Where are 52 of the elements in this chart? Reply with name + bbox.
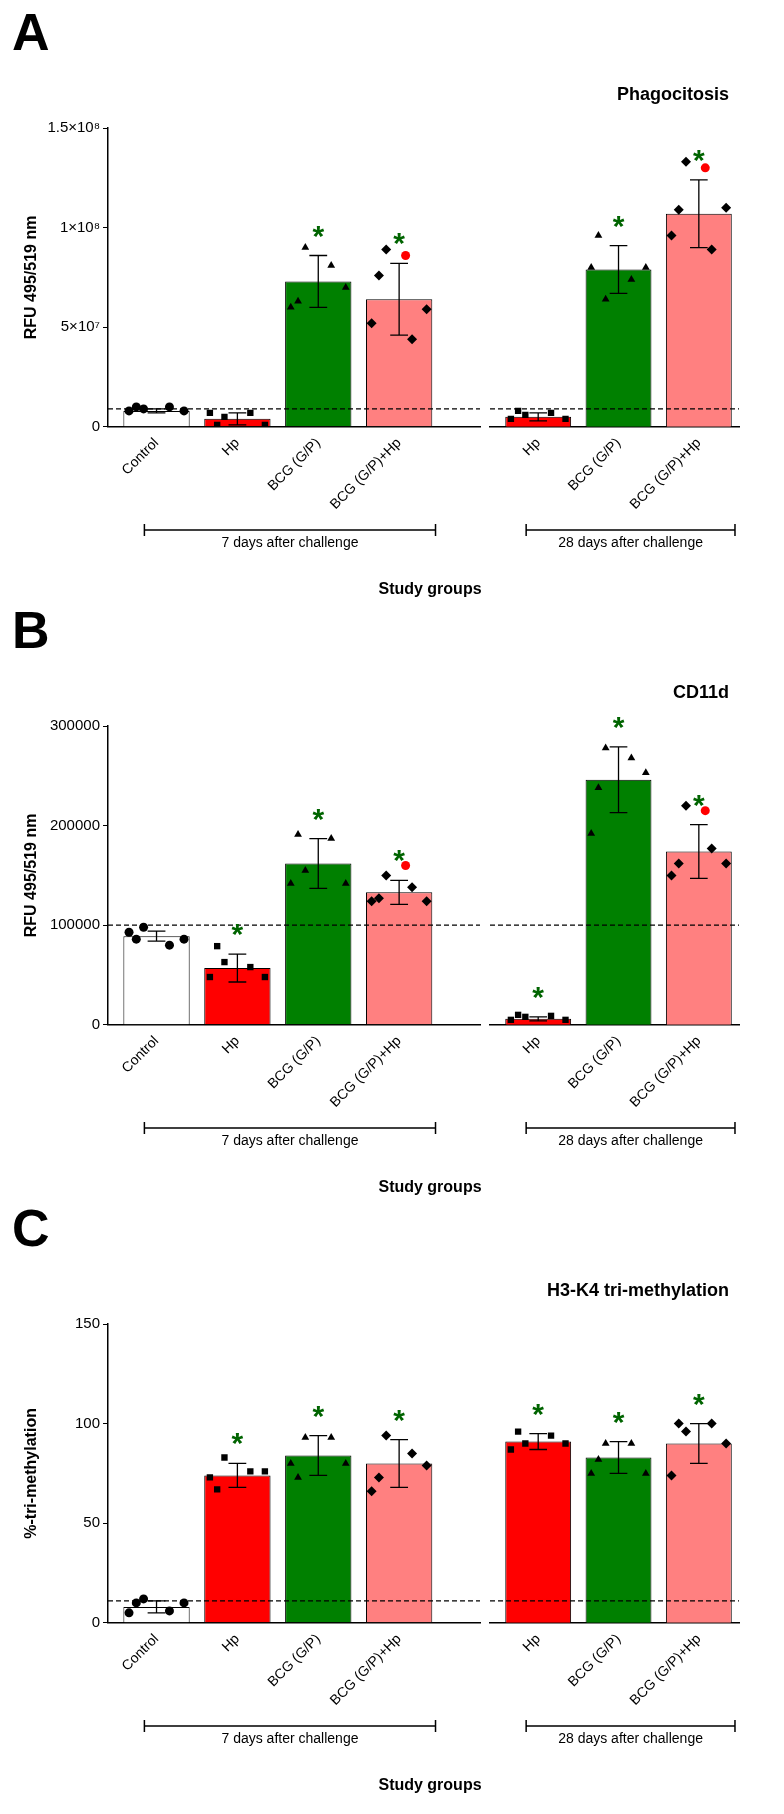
y-tick-label: 1×10⁸ bbox=[59, 217, 100, 235]
y-axis-title: RFU 495/519 nm bbox=[22, 813, 40, 938]
data-label: * bbox=[312, 801, 325, 835]
y-tick-label: 150 bbox=[74, 1314, 100, 1332]
y-tick-label: 100000 bbox=[49, 915, 100, 933]
text: 28 days after challenge bbox=[558, 533, 704, 550]
x-axis-title: Study groups bbox=[378, 1776, 482, 1794]
y-tick-label: 50 bbox=[83, 1513, 100, 1531]
data-label: * bbox=[312, 218, 325, 252]
data-label: * bbox=[393, 226, 406, 260]
text: B bbox=[12, 601, 50, 660]
y-axis-title: %-tri-methylation bbox=[22, 1408, 40, 1539]
data-label: * bbox=[612, 208, 625, 242]
y-tick-label: 200000 bbox=[49, 815, 100, 833]
data-label: * bbox=[692, 787, 705, 821]
text: 7 days after challenge bbox=[221, 1729, 359, 1746]
y-tick-label: 300000 bbox=[49, 716, 100, 734]
x-axis-title: Study groups bbox=[378, 580, 482, 598]
y-tick-label: 5×10⁷ bbox=[60, 317, 100, 335]
y-tick-label: 0 bbox=[91, 1612, 100, 1630]
y-tick-label: 100 bbox=[74, 1413, 100, 1431]
data-label: * bbox=[393, 843, 406, 877]
y-axis-title: RFU 495/519 nm bbox=[22, 215, 40, 340]
data-label: * bbox=[231, 917, 244, 951]
x-tick-label: Hp bbox=[218, 434, 243, 459]
data-label: * bbox=[532, 1396, 545, 1430]
data-label: * bbox=[612, 1404, 625, 1438]
x-tick-label: Hp bbox=[218, 1032, 243, 1057]
data-label: * bbox=[612, 709, 625, 743]
data-label: * bbox=[231, 1426, 244, 1460]
chart-title: H3-K4 tri-methylation bbox=[546, 1280, 729, 1300]
y-tick-label: 0 bbox=[91, 416, 100, 434]
x-tick-label: Hp bbox=[519, 1032, 544, 1057]
data-label: * bbox=[393, 1402, 406, 1436]
x-tick-label: Hp bbox=[218, 1630, 243, 1655]
text: A bbox=[12, 3, 50, 62]
text: C bbox=[12, 1199, 50, 1258]
text: 7 days after challenge bbox=[221, 1131, 359, 1148]
chart-title: CD11d bbox=[672, 682, 729, 702]
data-label: * bbox=[532, 979, 545, 1013]
y-tick-label: 1.5×10⁸ bbox=[47, 118, 100, 136]
text: 28 days after challenge bbox=[558, 1131, 704, 1148]
chart-title: Phagocitosis bbox=[616, 84, 729, 104]
text: 7 days after challenge bbox=[221, 533, 359, 550]
data-label: * bbox=[692, 142, 705, 176]
x-axis-title: Study groups bbox=[378, 1178, 482, 1196]
data-label: * bbox=[692, 1386, 705, 1420]
text: 28 days after challenge bbox=[558, 1729, 704, 1746]
y-tick-label: 0 bbox=[91, 1014, 100, 1032]
x-tick-label: Hp bbox=[519, 1630, 544, 1655]
data-label: * bbox=[312, 1398, 325, 1432]
x-tick-label: Hp bbox=[519, 434, 544, 459]
